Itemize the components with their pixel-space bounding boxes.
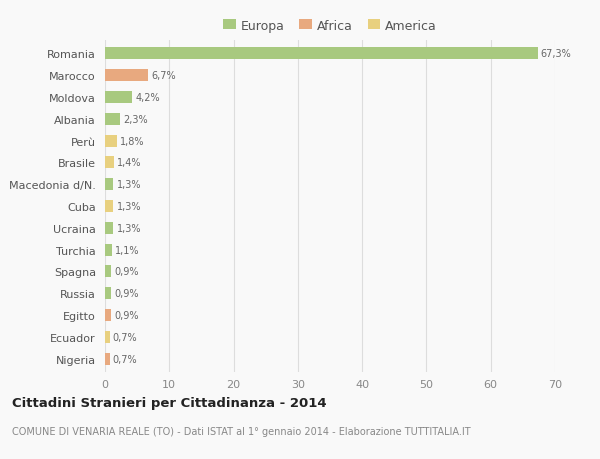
Text: 0,7%: 0,7%	[113, 332, 137, 342]
Text: 6,7%: 6,7%	[151, 71, 176, 81]
Bar	[105, 244, 112, 256]
Bar	[105, 222, 113, 234]
Text: 0,9%: 0,9%	[114, 310, 139, 320]
Text: 67,3%: 67,3%	[541, 50, 572, 59]
Bar	[105, 70, 148, 82]
Bar	[105, 353, 110, 365]
Text: 1,4%: 1,4%	[117, 158, 142, 168]
Bar	[105, 92, 132, 104]
Text: 2,3%: 2,3%	[123, 115, 148, 124]
Text: 4,2%: 4,2%	[135, 93, 160, 103]
Bar	[105, 157, 114, 169]
Text: 1,8%: 1,8%	[120, 136, 144, 146]
Bar	[105, 135, 116, 147]
Bar	[105, 266, 111, 278]
Text: 1,3%: 1,3%	[116, 180, 141, 190]
Bar	[105, 331, 110, 343]
Legend: Europa, Africa, America: Europa, Africa, America	[218, 15, 442, 38]
Text: 0,9%: 0,9%	[114, 267, 139, 277]
Text: Cittadini Stranieri per Cittadinanza - 2014: Cittadini Stranieri per Cittadinanza - 2…	[12, 396, 326, 409]
Text: 0,9%: 0,9%	[114, 289, 139, 298]
Bar	[105, 201, 113, 213]
Text: COMUNE DI VENARIA REALE (TO) - Dati ISTAT al 1° gennaio 2014 - Elaborazione TUTT: COMUNE DI VENARIA REALE (TO) - Dati ISTA…	[12, 426, 470, 436]
Text: 1,1%: 1,1%	[115, 245, 140, 255]
Text: 1,3%: 1,3%	[116, 223, 141, 233]
Bar	[105, 48, 538, 60]
Bar	[105, 179, 113, 191]
Text: 1,3%: 1,3%	[116, 202, 141, 212]
Bar	[105, 114, 120, 126]
Text: 0,7%: 0,7%	[113, 354, 137, 364]
Bar	[105, 287, 111, 300]
Bar	[105, 309, 111, 321]
